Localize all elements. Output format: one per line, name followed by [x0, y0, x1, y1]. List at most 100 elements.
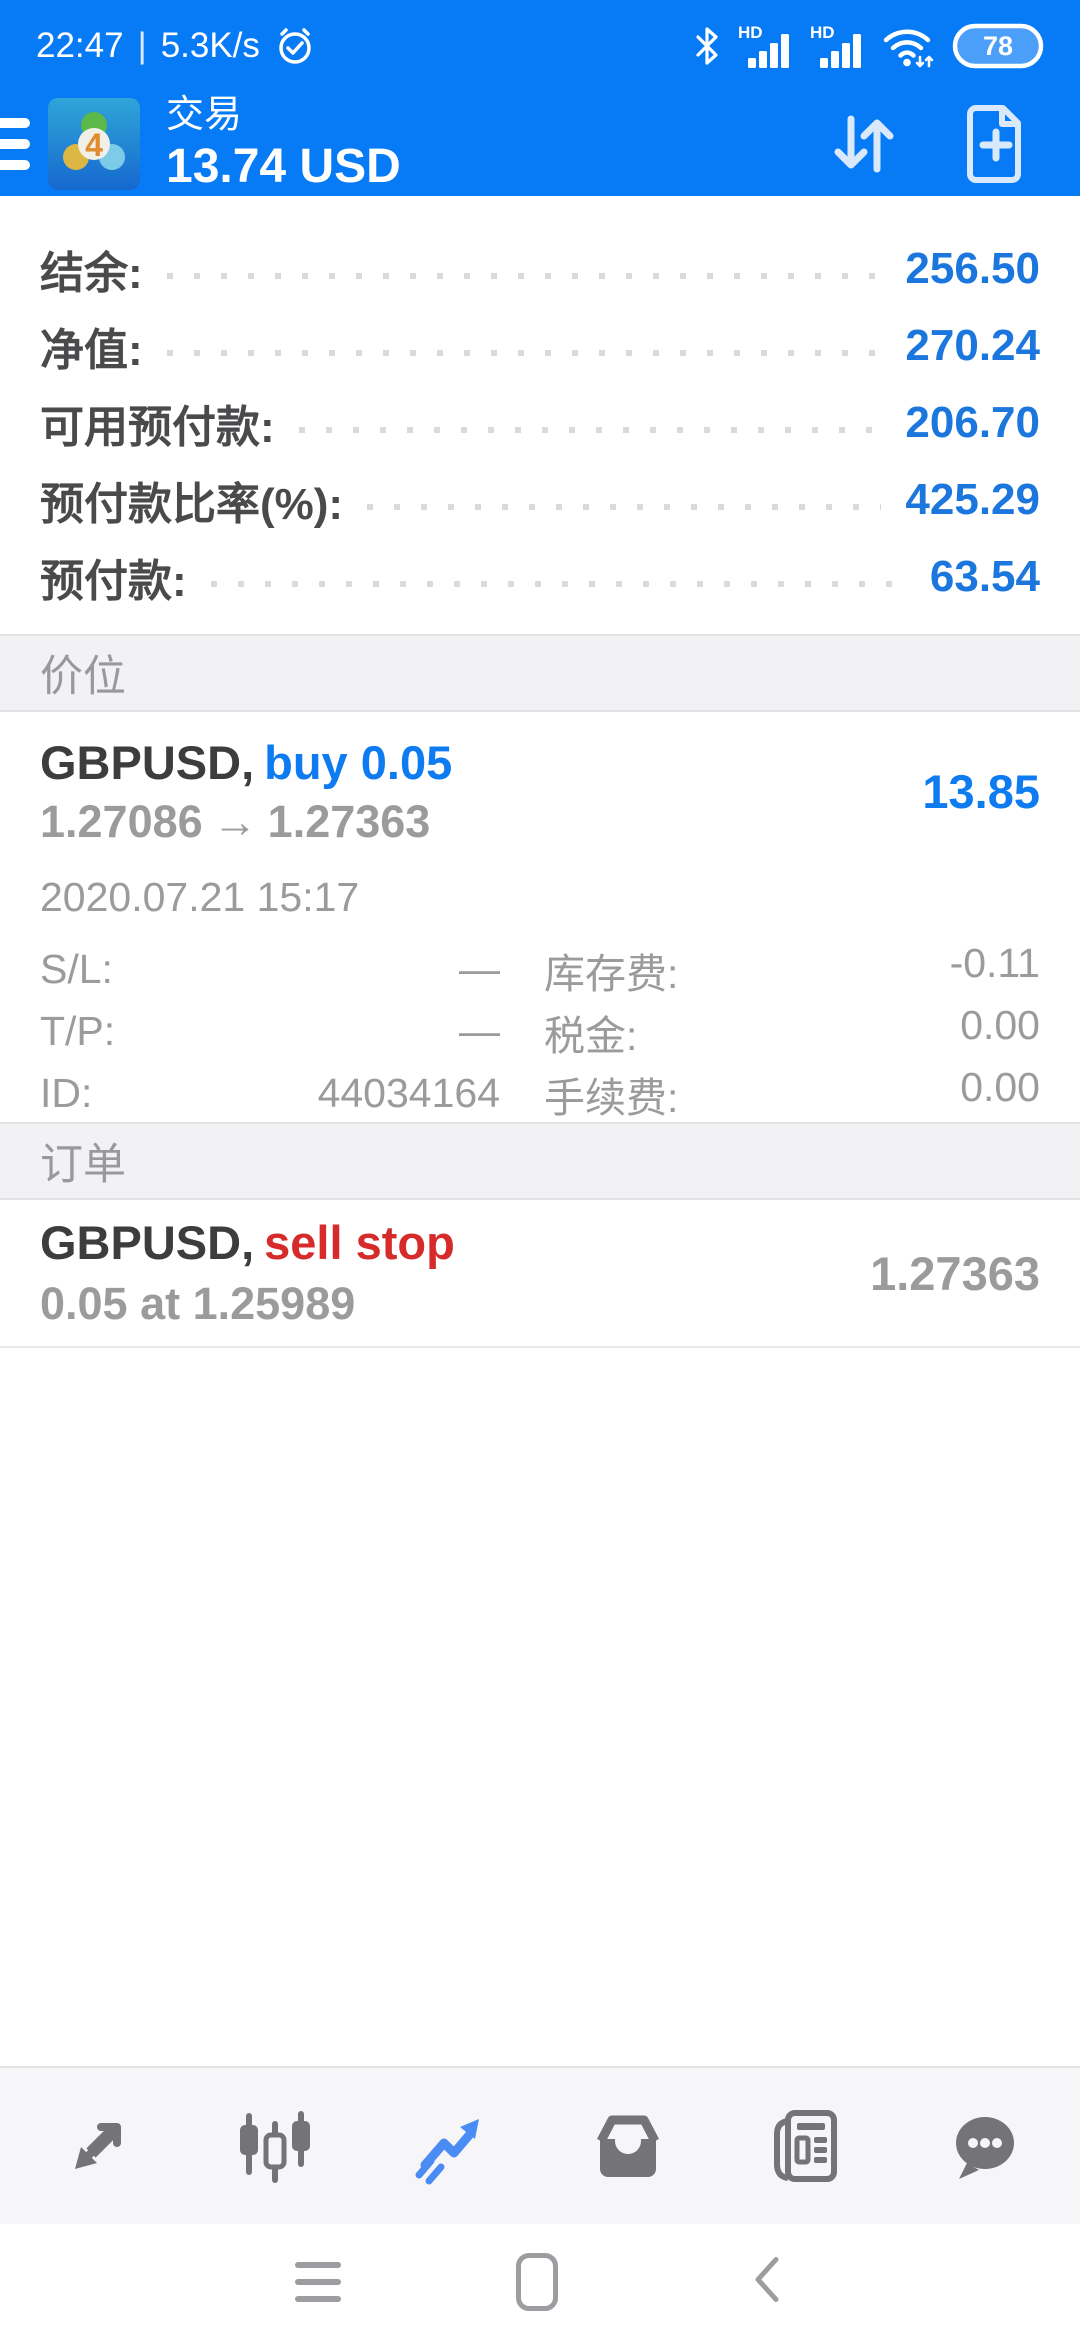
tab-charts[interactable] [229, 2100, 321, 2192]
dotted-leader [367, 503, 882, 510]
order-row[interactable]: GBPUSD, sell stop 0.05 at 1.25989 1.27363 [0, 1200, 1080, 1348]
summary-row-free-margin: 可用预付款: 206.70 [40, 384, 1040, 461]
sim2-signal-icon: HD [810, 23, 861, 68]
sl-label: S/L: [40, 946, 113, 993]
page-title: 交易 [166, 93, 243, 136]
status-left-group: 22:47 | 5.3K/s [36, 25, 316, 67]
detail-row: S/L: — 库存费: -0.11 [40, 939, 1040, 1001]
order-price: 1.27363 [870, 1246, 1040, 1300]
bottom-toolbar [0, 2066, 1080, 2224]
tp-value: — [459, 1008, 500, 1055]
detail-row: T/P: — 税金: 0.00 [40, 1001, 1040, 1063]
trade-icon [415, 2119, 479, 2185]
recents-icon[interactable] [295, 2262, 341, 2302]
status-bar: 22:47 | 5.3K/s HD HD [0, 0, 1080, 92]
tab-quotes[interactable] [52, 2100, 144, 2192]
position-direction: buy 0.05 [264, 736, 453, 789]
dotted-leader [210, 580, 906, 587]
charts-icon [239, 2111, 310, 2183]
android-nav-bar [0, 2224, 1080, 2340]
summary-row-margin-level: 预付款比率(%): 425.29 [40, 461, 1040, 538]
messages-icon [955, 2117, 1014, 2179]
summary-value: 256.50 [905, 243, 1040, 293]
menu-icon[interactable] [0, 118, 30, 170]
tax-label: 税金: [544, 1012, 638, 1059]
news-icon [774, 2110, 838, 2182]
commission-value: 0.00 [960, 1063, 1040, 1110]
position-open-time: 2020.07.21 15:17 [40, 873, 360, 920]
position-top: GBPUSD, buy 0.05 1.27086 → 1.27363 13.85 [40, 736, 1040, 848]
position-row[interactable]: GBPUSD, buy 0.05 1.27086 → 1.27363 13.85 20… [0, 712, 1080, 1122]
price-arrow: → [212, 796, 258, 848]
account-balance: 13.74 USD [166, 139, 401, 193]
position-profit: 13.85 [922, 765, 1040, 818]
status-right-group: HD HD 7 [694, 23, 1044, 69]
account-summary: 结余: 256.50 净值: 270.24 可用预付款: 206.70 预付款比… [0, 196, 1080, 634]
network-speed: 5.3K/s [160, 26, 260, 65]
summary-value: 270.24 [905, 320, 1040, 370]
wifi-icon [883, 29, 934, 68]
status-divider: | [137, 26, 147, 65]
positions-section-header: 价位 [0, 634, 1080, 712]
summary-value: 425.29 [905, 474, 1040, 524]
section-title: 订单 [40, 1141, 126, 1189]
tax-value: 0.00 [960, 1001, 1040, 1048]
bluetooth-icon [696, 27, 718, 65]
header-titles: 交易 13.74 USD [166, 93, 401, 194]
summary-row-balance: 结余: 256.50 [40, 230, 1040, 307]
dotted-leader [166, 272, 882, 279]
position-open-price: 1.27086 [40, 796, 203, 848]
dotted-leader [166, 349, 882, 356]
battery-percent: 78 [983, 31, 1013, 61]
tab-trade-active[interactable] [406, 2100, 498, 2192]
summary-value: 206.70 [905, 397, 1040, 447]
app-icon: 4 [48, 98, 140, 190]
summary-label: 净值: [40, 325, 143, 375]
position-details: S/L: — 库存费: -0.11 T/P: — 税金: 0.00 [40, 939, 1040, 1125]
tab-news[interactable] [759, 2100, 851, 2192]
app-header: 4 交易 13.74 USD [0, 92, 1080, 196]
tp-label: T/P: [40, 1008, 116, 1055]
clock-time: 22:47 [36, 26, 124, 65]
order-type: sell stop [264, 1216, 455, 1270]
content-spacer [0, 1348, 1080, 2066]
summary-value: 63.54 [929, 551, 1040, 601]
order-symbol: GBPUSD, [40, 1216, 255, 1270]
summary-row-margin: 预付款: 63.54 [40, 538, 1040, 615]
tab-history[interactable] [582, 2100, 674, 2192]
quotes-icon [75, 2123, 121, 2169]
position-current-price: 1.27363 [267, 796, 431, 848]
battery-icon: 78 [952, 23, 1044, 69]
id-label: ID: [40, 1070, 93, 1117]
history-icon [597, 2115, 660, 2177]
app-icon-badge: 4 [85, 127, 103, 163]
orders-section-header: 订单 [0, 1122, 1080, 1200]
id-value: 44034164 [317, 1070, 500, 1117]
summary-label: 结余: [40, 248, 143, 298]
section-title: 价位 [40, 653, 126, 701]
dotted-leader [298, 426, 882, 433]
back-icon[interactable] [752, 2256, 780, 2309]
order-detail: 0.05 at 1.25989 [40, 1278, 356, 1330]
sl-value: — [459, 946, 500, 993]
sim2-hd-badge: HD [810, 23, 835, 42]
detail-row: ID: 44034164 手续费: 0.00 [40, 1063, 1040, 1125]
alarm-icon [279, 28, 311, 64]
summary-label: 预付款比率(%): [40, 479, 344, 529]
sim1-hd-badge: HD [738, 23, 763, 42]
order-left: GBPUSD, sell stop 0.05 at 1.25989 [40, 1216, 455, 1330]
sort-icon[interactable] [824, 105, 902, 183]
summary-label: 可用预付款: [40, 402, 275, 452]
swap-label: 库存费: [544, 950, 679, 997]
position-symbol: GBPUSD, [40, 736, 255, 789]
commission-label: 手续费: [544, 1074, 679, 1121]
summary-row-equity: 净值: 270.24 [40, 307, 1040, 384]
header-actions [824, 103, 1032, 185]
tab-messages[interactable] [936, 2100, 1028, 2192]
new-order-icon[interactable] [960, 103, 1032, 185]
sim1-signal-icon: HD [738, 23, 789, 68]
summary-label: 预付款: [40, 556, 187, 606]
swap-value: -0.11 [949, 939, 1040, 986]
home-icon[interactable] [516, 2253, 558, 2311]
